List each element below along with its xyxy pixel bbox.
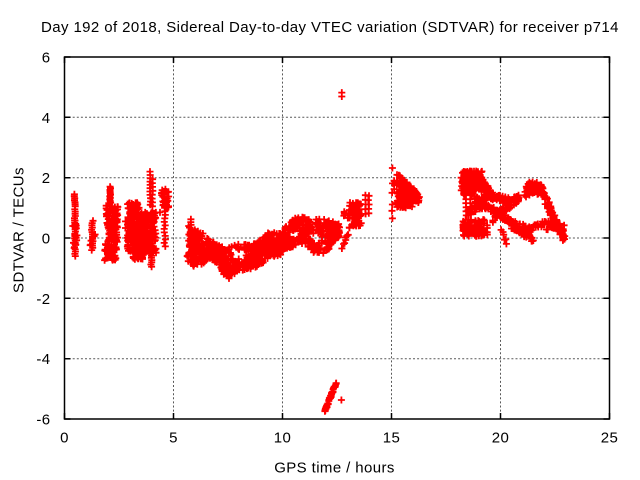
svg-text:10: 10 [274, 430, 292, 447]
svg-text:-2: -2 [36, 291, 50, 308]
svg-text:-4: -4 [36, 351, 50, 368]
svg-text:4: 4 [42, 110, 51, 127]
svg-text:25: 25 [601, 430, 619, 447]
svg-text:-6: -6 [36, 412, 50, 429]
svg-text:15: 15 [383, 430, 401, 447]
svg-text:GPS time / hours: GPS time / hours [274, 460, 395, 477]
svg-text:Day 192 of 2018, Sidereal Day-: Day 192 of 2018, Sidereal Day-to-day VTE… [41, 19, 619, 36]
svg-text:6: 6 [42, 50, 51, 67]
svg-text:0: 0 [42, 231, 51, 248]
svg-text:SDTVAR / TECUs: SDTVAR / TECUs [11, 167, 28, 293]
svg-text:0: 0 [60, 430, 69, 447]
svg-text:2: 2 [42, 170, 51, 187]
svg-text:5: 5 [169, 430, 178, 447]
svg-text:20: 20 [492, 430, 510, 447]
